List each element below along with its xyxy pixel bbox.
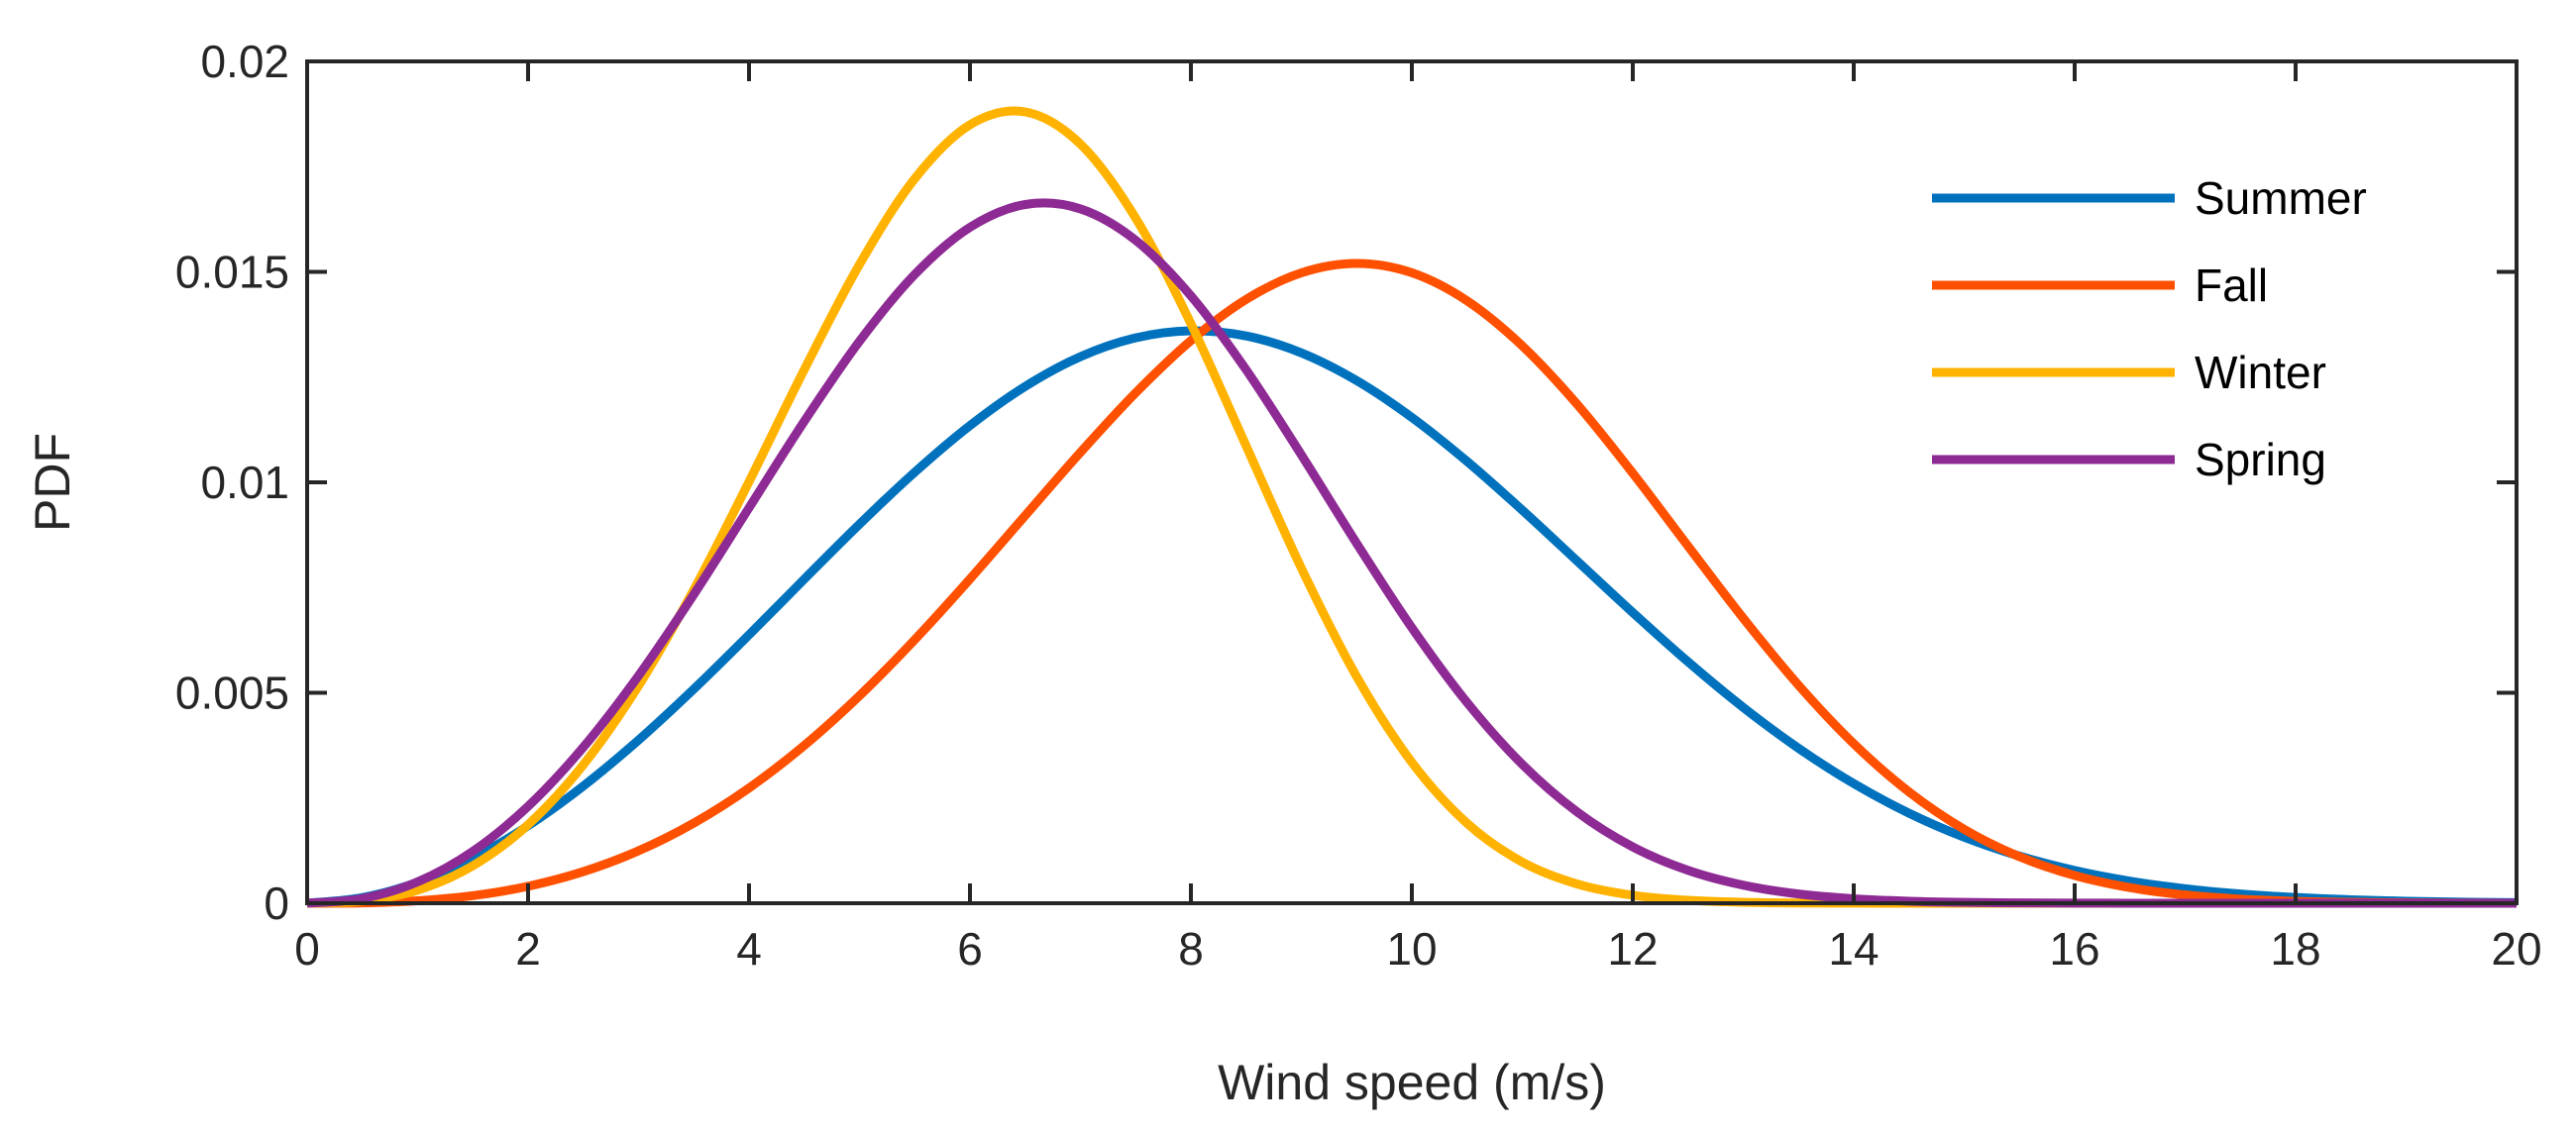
x-tick-label: 18 xyxy=(2270,923,2320,975)
series-layer xyxy=(306,106,2518,908)
x-tick-label: 6 xyxy=(957,923,983,975)
legend-label-summer: Summer xyxy=(2195,172,2367,224)
x-tick-label: 4 xyxy=(736,923,762,975)
y-axis: 0 0.005 0.01 0.015 0.02 xyxy=(175,36,2517,929)
x-tick-label: 10 xyxy=(1386,923,1437,975)
x-tick-label: 14 xyxy=(1828,923,1878,975)
x-tick-label: 12 xyxy=(1607,923,1658,975)
y-axis-title: PDF xyxy=(25,433,80,532)
legend: Summer Fall Winter Spring xyxy=(1932,172,2367,485)
series-line-winter xyxy=(306,106,2517,908)
series-line-summer xyxy=(306,326,2518,908)
legend-label-fall: Fall xyxy=(2195,259,2268,311)
y-tick-label: 0.02 xyxy=(200,36,289,87)
y-tick-label: 0 xyxy=(264,877,289,929)
y-tick-label: 0.015 xyxy=(175,247,289,298)
legend-label-winter: Winter xyxy=(2195,347,2326,398)
axes-box xyxy=(305,59,2519,905)
x-axis: 0 2 4 6 8 10 12 14 16 18 20 xyxy=(294,61,2542,975)
y-tick-label: 0.01 xyxy=(200,457,289,508)
x-tick-label: 2 xyxy=(515,923,541,975)
x-tick-label: 0 xyxy=(294,923,320,975)
x-tick-label: 8 xyxy=(1178,923,1204,975)
x-tick-label: 20 xyxy=(2491,923,2541,975)
x-tick-label: 16 xyxy=(2049,923,2099,975)
series-line-spring xyxy=(306,198,2517,908)
x-axis-title: Wind speed (m/s) xyxy=(1218,1055,1606,1110)
series-line-fall xyxy=(306,258,2518,908)
legend-label-spring: Spring xyxy=(2195,434,2326,485)
y-tick-label: 0.005 xyxy=(175,668,289,719)
